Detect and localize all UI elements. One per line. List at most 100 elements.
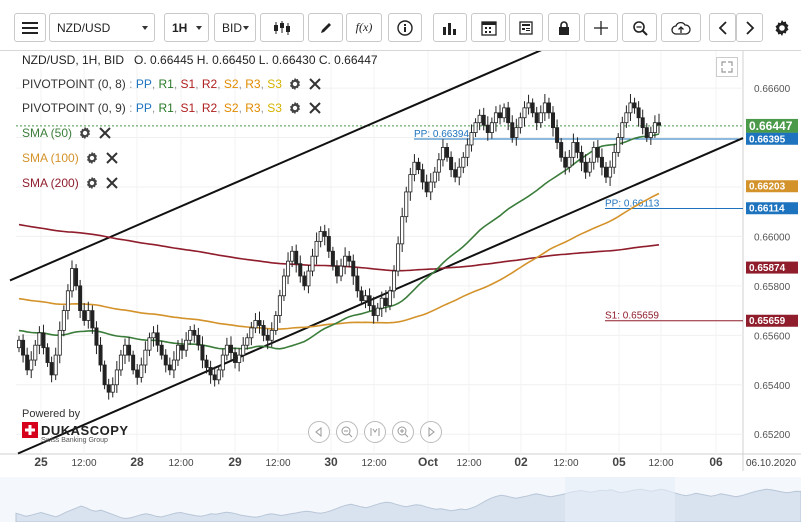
reset-button[interactable] xyxy=(364,421,386,443)
candle-body xyxy=(302,275,307,287)
candle-body xyxy=(612,151,617,168)
gear-icon[interactable] xyxy=(85,176,99,190)
lock-button[interactable] xyxy=(548,13,580,42)
expand-button[interactable] xyxy=(716,57,738,77)
close-icon[interactable] xyxy=(308,77,322,91)
indicator-sma-50[interactable]: SMA (50) xyxy=(22,124,112,142)
candle xyxy=(428,173,433,201)
candle-body xyxy=(542,102,547,114)
candle xyxy=(135,364,140,385)
crosshair-button[interactable] xyxy=(584,13,618,42)
candle-body xyxy=(408,174,413,193)
candle xyxy=(122,338,127,365)
indicator-name: SMA (100) xyxy=(22,151,79,165)
candle-body xyxy=(281,275,286,297)
indicators-button[interactable]: f(x) xyxy=(346,13,382,42)
indicator-sma-200[interactable]: SMA (200) xyxy=(22,174,119,192)
history-back-button[interactable] xyxy=(709,13,736,42)
candle-body xyxy=(106,384,111,393)
pivot-lines: PP: 0.66394 PP: 0.66113 S1: 0.65659 xyxy=(16,125,743,322)
zoom-out-button[interactable] xyxy=(336,421,358,443)
symbol-select[interactable]: NZD/USD xyxy=(49,13,155,42)
news-button[interactable] xyxy=(509,13,543,42)
candle xyxy=(563,151,568,175)
candle xyxy=(200,336,205,369)
candle xyxy=(400,207,405,253)
gear-icon[interactable] xyxy=(288,101,302,115)
close-icon[interactable] xyxy=(105,176,119,190)
period-select[interactable]: 1H xyxy=(164,13,209,42)
scroll-left-button[interactable] xyxy=(308,421,330,443)
candle-body xyxy=(118,354,123,371)
candle xyxy=(469,124,474,152)
chevron-down-icon xyxy=(243,26,249,30)
candle-body xyxy=(498,112,503,119)
gear-icon[interactable] xyxy=(78,126,92,140)
candle xyxy=(86,301,91,329)
close-icon[interactable] xyxy=(308,101,322,115)
indicator-pivot-1[interactable]: PIVOTPOINT (0, 8) : PP, R1, S1, R2, S2, … xyxy=(22,75,322,93)
candle-body xyxy=(551,112,556,129)
candle-body xyxy=(351,260,356,277)
candle-body xyxy=(269,329,274,341)
candle-body xyxy=(21,339,26,356)
candle xyxy=(449,151,454,178)
indicator-sma-100[interactable]: SMA (100) xyxy=(22,149,119,167)
candle xyxy=(481,107,486,131)
sma-200-line xyxy=(18,223,660,272)
zoom-button[interactable] xyxy=(622,13,657,42)
volume-button[interactable] xyxy=(433,13,467,42)
indicator-name: SMA (50) xyxy=(22,126,73,140)
candle-body xyxy=(526,102,531,109)
candle xyxy=(648,126,653,145)
price-label-text: 0.66447 xyxy=(749,119,793,133)
sma-50-line xyxy=(18,133,660,350)
candle xyxy=(445,142,450,162)
settings-button[interactable] xyxy=(768,13,796,42)
zoom-in-button[interactable] xyxy=(392,421,414,443)
candle xyxy=(612,144,617,174)
chart-area[interactable]: PP: 0.66394 PP: 0.66113 S1: 0.65659 0.6660… xyxy=(0,51,801,522)
candle-body xyxy=(167,364,172,371)
history-forward-button[interactable] xyxy=(736,13,763,42)
side-label: BID xyxy=(222,20,243,35)
candle-body xyxy=(485,124,490,133)
candle xyxy=(322,224,327,246)
candle-body xyxy=(400,216,405,245)
info-button[interactable] xyxy=(388,13,422,42)
side-select[interactable]: BID xyxy=(214,13,256,42)
price-label-text: 0.65659 xyxy=(749,316,786,327)
price-chart[interactable]: PP: 0.66394 PP: 0.66113 S1: 0.65659 0.6660… xyxy=(0,51,801,522)
chart-type-button[interactable] xyxy=(260,13,304,42)
channel-upper-line xyxy=(9,51,542,282)
x-tick-label: 12:00 xyxy=(456,458,481,469)
candle-body xyxy=(233,352,238,363)
candle xyxy=(514,118,519,146)
menu-button[interactable] xyxy=(14,13,46,42)
draw-button[interactable] xyxy=(308,13,343,42)
zoom-out-icon xyxy=(341,426,353,438)
price-label-bg xyxy=(746,202,798,215)
candle xyxy=(326,228,331,258)
candle xyxy=(220,349,225,378)
gear-icon[interactable] xyxy=(288,77,302,91)
candle-body xyxy=(583,161,588,173)
candle-body xyxy=(257,320,262,326)
indicator-pivot-2[interactable]: PIVOTPOINT (0, 9) : PP, R1, S1, R2, S2, … xyxy=(22,99,322,117)
close-icon[interactable] xyxy=(105,151,119,165)
candle-body xyxy=(624,112,629,124)
gear-icon xyxy=(775,19,789,36)
scroll-right-button[interactable] xyxy=(420,421,442,443)
close-icon[interactable] xyxy=(98,126,112,140)
candle-body xyxy=(359,290,364,302)
share-button[interactable] xyxy=(661,13,701,42)
candle xyxy=(559,138,564,162)
candle-body xyxy=(273,315,278,331)
candle-body xyxy=(392,270,397,292)
candle xyxy=(155,324,160,352)
calendar-button[interactable] xyxy=(471,13,506,42)
navigator-window xyxy=(565,477,675,522)
candle xyxy=(281,268,286,301)
candle xyxy=(290,246,295,268)
gear-icon[interactable] xyxy=(85,151,99,165)
